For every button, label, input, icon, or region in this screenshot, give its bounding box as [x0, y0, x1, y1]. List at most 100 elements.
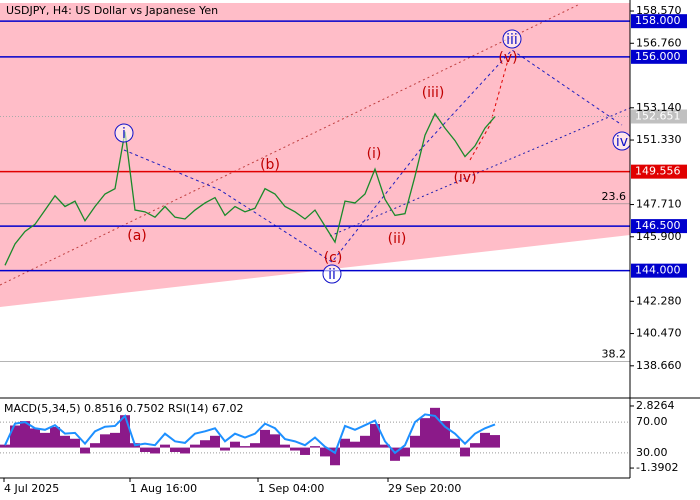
macd-bar: [450, 438, 460, 448]
macd-bar: [200, 440, 210, 448]
macd-bar: [60, 435, 70, 448]
macd-bar: [150, 447, 160, 454]
macd-bar: [160, 444, 170, 448]
wave-path: [469, 59, 509, 161]
macd-bar: [330, 447, 340, 466]
wave-label: (i): [367, 146, 382, 162]
wave-circle: [612, 131, 630, 151]
macd-bar: [320, 447, 330, 457]
macd-bar: [290, 447, 300, 451]
wave-label: ii: [328, 267, 336, 283]
x-tick-label: 29 Sep 20:00: [388, 482, 461, 495]
macd-bar: [380, 444, 390, 448]
wave-label: (b): [260, 157, 280, 173]
macd-bar: [260, 429, 270, 448]
macd-bar: [490, 435, 500, 448]
macd-bar: [440, 421, 450, 448]
wave-circle: [322, 264, 342, 284]
fib-label: 23.6: [602, 190, 627, 203]
macd-bar: [430, 407, 440, 448]
y-tick-label: 147.710: [636, 198, 682, 211]
macd-bar: [480, 432, 490, 448]
wave-label: i: [122, 126, 126, 142]
level-label: 146.500: [635, 219, 681, 232]
y-tick-label: 158.570: [636, 4, 682, 17]
macd-bar: [230, 441, 240, 448]
wave-circle: [502, 29, 522, 49]
macd-bar: [100, 434, 110, 448]
fib-label: 38.2: [602, 348, 627, 361]
x-tick-label: 4 Jul 2025: [4, 482, 59, 495]
macd-bar: [360, 435, 370, 448]
y-tick-label: 2.8264: [636, 399, 675, 412]
y2-tick-label: 30.00: [636, 446, 668, 459]
wave-label: (v): [498, 50, 517, 66]
macd-bar: [310, 446, 320, 448]
wave-label: iv: [616, 134, 628, 150]
macd-bar: [350, 441, 360, 448]
macd-bar: [390, 447, 400, 461]
macd-bar: [240, 446, 250, 448]
macd-bar: [170, 447, 180, 453]
macd-bar: [410, 435, 420, 448]
indicator-title: MACD(5,34,5) 0.8516 0.7502 RSI(14) 67.02: [4, 402, 243, 415]
macd-bar: [70, 438, 80, 448]
macd-bar: [180, 447, 190, 454]
macd-bar: [120, 415, 130, 448]
wave-path: [123, 49, 623, 263]
rsi-line: [4, 413, 496, 455]
macd-bar: [10, 425, 20, 448]
macd-bar: [300, 447, 310, 455]
level-box: [631, 14, 687, 29]
macd-bar: [370, 424, 380, 448]
macd-bar: [50, 426, 60, 448]
macd-bar: [210, 435, 220, 448]
macd-bar: [280, 444, 290, 448]
macd-bar: [0, 444, 10, 448]
macd-bar: [40, 432, 50, 448]
y-tick-label: 142.280: [636, 294, 682, 307]
macd-bar: [470, 443, 480, 448]
price-line: [4, 112, 496, 266]
macd-bar: [250, 443, 260, 448]
level-box: [631, 164, 687, 179]
wave-label: (iv): [453, 170, 476, 186]
x-tick-label: 1 Sep 04:00: [258, 482, 324, 495]
current-price-box: [631, 109, 687, 124]
wave-circle: [114, 123, 134, 143]
macd-panel: MACD(5,34,5) 0.8516 0.7502 RSI(14) 67.02: [0, 402, 630, 466]
chart-header: USDJPY, H4: US Dollar vs Japanese Yen: [6, 4, 218, 17]
level-label: 158.000: [635, 14, 681, 27]
y-tick-label: -1.3902: [636, 461, 678, 474]
macd-bar: [270, 434, 280, 448]
macd-bar: [140, 447, 150, 453]
y-tick-label: 140.470: [636, 327, 682, 340]
macd-bar: [20, 421, 30, 448]
macd-bar: [460, 447, 470, 457]
x-tick-label: 1 Aug 16:00: [130, 482, 197, 495]
macd-bar: [190, 444, 200, 448]
channel-line: [329, 107, 630, 237]
y-tick-label: 156.760: [636, 36, 682, 49]
y-tick-label: 138.660: [636, 359, 682, 372]
macd-bar: [110, 432, 120, 448]
macd-bar: [420, 418, 430, 448]
main-panel: 23.638.2iiiiiiiv(a)(b)(c)(i)(ii)(iii)(iv…: [0, 3, 630, 362]
wave-label: (c): [324, 250, 343, 266]
level-label: 144.000: [635, 264, 681, 277]
y-tick-label: 151.330: [636, 133, 682, 146]
level-label: 156.000: [635, 50, 681, 63]
level-box: [631, 49, 687, 64]
level-box: [631, 263, 687, 278]
macd-bar: [30, 428, 40, 448]
wave-label: (a): [127, 228, 147, 244]
channel-fill: [0, 3, 630, 307]
macd-bar: [90, 443, 100, 448]
wave-label: iii: [506, 32, 518, 48]
y-tick-label: 145.900: [636, 230, 682, 243]
level-label: 149.556: [635, 165, 681, 178]
y2-tick-label: 70.00: [636, 415, 668, 428]
level-box: [631, 219, 687, 234]
current-price-label: 152.651: [635, 109, 681, 122]
